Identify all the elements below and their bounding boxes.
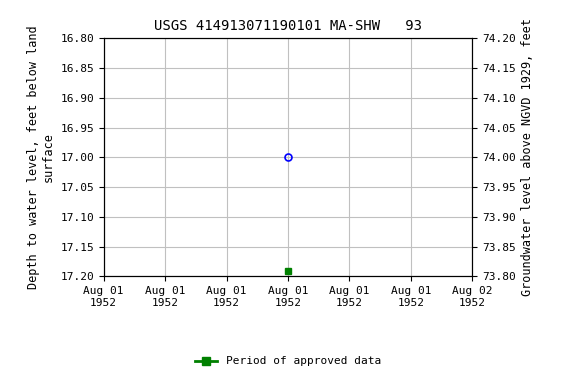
Title: USGS 414913071190101 MA-SHW   93: USGS 414913071190101 MA-SHW 93 <box>154 19 422 33</box>
Y-axis label: Depth to water level, feet below land
surface: Depth to water level, feet below land su… <box>26 26 55 289</box>
Legend: Period of approved data: Period of approved data <box>191 352 385 371</box>
Y-axis label: Groundwater level above NGVD 1929, feet: Groundwater level above NGVD 1929, feet <box>521 18 535 296</box>
